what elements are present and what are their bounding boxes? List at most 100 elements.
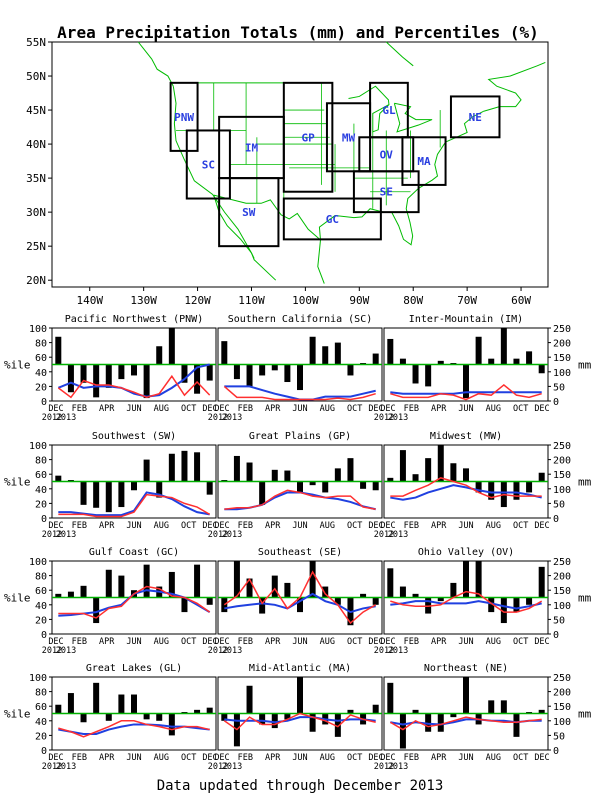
region-map: PNW SC IM SW GP MW GL NE OV MA SE GC 55N 50N 45N 40N 35N… <box>26 36 549 307</box>
region-chart-title: Ohio Valley (OV) <box>418 547 514 558</box>
mm-tick-label: 100 <box>553 601 571 612</box>
month-label: DEC <box>214 521 229 531</box>
month-label: DEC <box>48 521 63 531</box>
pct-tick-label: 100 <box>29 673 47 684</box>
bar <box>246 685 253 714</box>
bar <box>143 364 150 399</box>
month-label: DEC <box>534 521 549 531</box>
month-label: FEB <box>72 753 87 763</box>
mm-tick-label: 200 <box>553 456 571 467</box>
bar <box>488 481 495 500</box>
bar <box>387 477 394 482</box>
month-label: OCT <box>347 753 362 763</box>
bar <box>463 561 469 598</box>
lat-tick-label: 35N <box>26 172 46 185</box>
month-label: AUG <box>320 521 335 531</box>
month-label: JUN <box>458 753 473 763</box>
year-label: 2013 <box>222 646 242 656</box>
bar <box>526 351 533 365</box>
region-chart-title: Inter-Mountain (IM) <box>409 314 523 325</box>
bar <box>538 566 545 598</box>
blue-line <box>224 592 376 614</box>
bc-coastline <box>137 41 174 87</box>
mm-tick-label: 150 <box>553 702 571 713</box>
bar <box>233 364 240 380</box>
bar <box>233 561 240 598</box>
pct-tick-label: 40 <box>35 601 47 612</box>
month-label: OCT <box>181 637 196 647</box>
region-box-gc <box>282 197 382 241</box>
bar <box>93 682 100 714</box>
month-label: OCT <box>347 404 362 414</box>
bar <box>488 358 495 365</box>
mm-tick-label: 50 <box>553 499 565 510</box>
lon-tick-label: 70W <box>457 294 477 307</box>
bar <box>399 586 406 598</box>
region-box-se <box>352 170 420 214</box>
red-line <box>390 477 542 499</box>
lon-tick-label: 130W <box>130 294 157 307</box>
region-box-pnw <box>169 81 199 152</box>
left-axis-label: %ile <box>4 708 31 721</box>
pct-tick-label: 20 <box>35 731 47 742</box>
region-label-ov: OV <box>380 148 394 161</box>
right-axis-label: mm <box>578 359 592 372</box>
month-label: APR <box>265 521 281 531</box>
bar <box>334 468 341 482</box>
month-label: APR <box>431 753 447 763</box>
region-label-pnw: PNW <box>174 111 194 124</box>
month-label: FEB <box>404 521 419 531</box>
bar <box>284 470 291 482</box>
bar <box>284 364 291 383</box>
bar <box>425 364 432 387</box>
canada-coastline <box>483 61 546 112</box>
region-chart-title: Great Lakes (GL) <box>86 663 182 674</box>
month-label: JUN <box>458 637 473 647</box>
bar <box>206 707 213 714</box>
region-chart-title: Southwest (SW) <box>92 431 176 442</box>
year-label: 2012 <box>208 530 228 540</box>
year-label: 2013 <box>222 762 242 772</box>
year-label: 2012 <box>42 762 62 772</box>
year-label: 2012 <box>208 413 228 423</box>
bar <box>297 597 303 613</box>
month-label: DEC <box>214 753 229 763</box>
month-label: OCT <box>347 637 362 647</box>
great-lakes <box>348 85 390 133</box>
month-label: JUN <box>126 404 141 414</box>
bar <box>67 693 74 714</box>
bar <box>259 481 266 505</box>
bar <box>488 597 495 613</box>
mm-tick-label: 250 <box>553 673 571 684</box>
month-label: AUG <box>486 753 501 763</box>
right-axis-label: mm <box>578 592 592 605</box>
pct-tick-label: 100 <box>29 557 47 568</box>
bar <box>93 597 100 624</box>
bar <box>360 481 367 489</box>
month-label: AUG <box>486 404 501 414</box>
red-line <box>223 385 376 401</box>
year-label: 2013 <box>56 646 76 656</box>
bar <box>450 582 457 598</box>
year-label: 2013 <box>222 530 242 540</box>
region-chart-title: Southeast (SE) <box>258 547 342 558</box>
mm-tick-label: 150 <box>553 470 571 481</box>
region-box-ne <box>449 95 501 139</box>
bar <box>55 704 62 714</box>
bar <box>513 597 520 613</box>
region-label-se: SE <box>380 186 393 199</box>
bar <box>194 709 201 714</box>
pct-tick-label: 40 <box>35 717 47 728</box>
blue-line <box>57 363 210 398</box>
us-mexico-border <box>213 194 321 241</box>
month-label: AUG <box>320 753 335 763</box>
bar <box>131 364 137 376</box>
mm-tick-label: 250 <box>553 557 571 568</box>
right-axis-label: mm <box>578 708 592 721</box>
month-label: JUN <box>126 753 141 763</box>
month-label: APR <box>431 404 447 414</box>
year-label: 2012 <box>42 530 62 540</box>
bar <box>425 458 432 482</box>
pct-tick-label: 40 <box>35 368 47 379</box>
mm-tick-label: 0 <box>553 630 559 641</box>
